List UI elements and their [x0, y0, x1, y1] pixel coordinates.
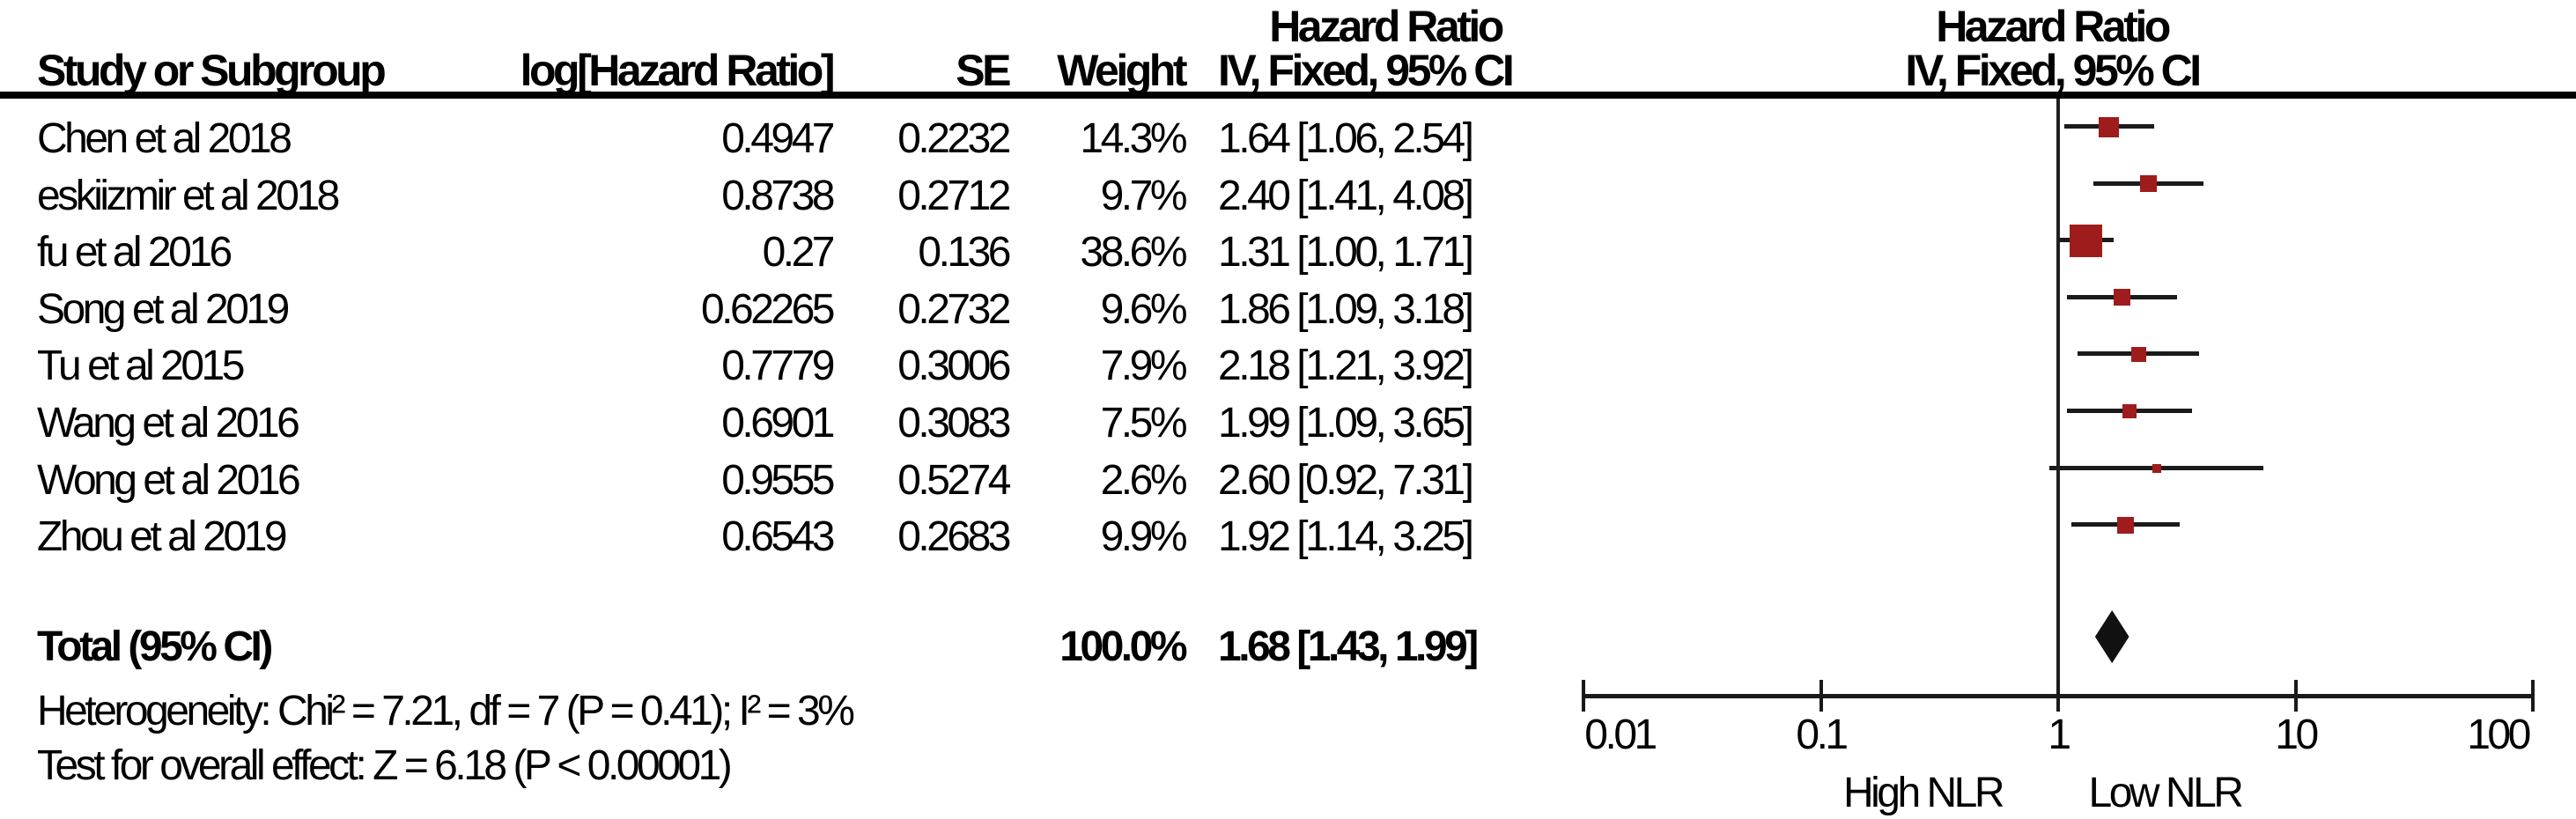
- se-value: 0.2683: [897, 513, 1011, 561]
- weight-value: 38.6%: [1080, 229, 1187, 277]
- overall-effect-text: Test for overall effect: Z = 6.18 (P < 0…: [37, 742, 733, 789]
- effect-marker: [2130, 346, 2146, 362]
- study-name: fu et al 2016: [37, 229, 233, 277]
- plot-column-title: Hazard Ratio: [1936, 2, 2171, 51]
- column-header-weight: Weight: [1057, 46, 1187, 95]
- log-hr-value: 0.27: [762, 229, 836, 277]
- log-hr-value: 0.62265: [700, 285, 836, 333]
- hr-ci-text: 2.60 [0.92, 7.31]: [1218, 456, 1474, 504]
- log-hr-value: 0.4947: [721, 115, 835, 162]
- weight-value: 9.9%: [1100, 513, 1188, 561]
- se-value: 0.2232: [897, 115, 1011, 162]
- hr-ci-text: 1.64 [1.06, 2.54]: [1218, 115, 1474, 162]
- study-row: Song et al 2019 0.62265 0.2732 9.6% 1.86 [1.…: [0, 284, 2576, 336]
- column-header-se: SE: [956, 46, 1011, 95]
- hr-ci-text: 1.31 [1.00, 1.71]: [1218, 229, 1474, 277]
- axis-tick: [1582, 680, 1585, 712]
- study-row: Tu et al 2015 0.7779 0.3006 7.9% 2.18 [1.21,…: [0, 341, 2576, 392]
- se-value: 0.2732: [897, 285, 1011, 333]
- axis-tick-label: 10: [2275, 712, 2319, 758]
- se-value: 0.3083: [897, 400, 1011, 446]
- axis-tick: [2293, 680, 2298, 712]
- axis-tick-label: 0.01: [1584, 712, 1657, 758]
- effect-marker: [2114, 289, 2131, 306]
- weight-value: 2.6%: [1100, 456, 1188, 504]
- study-row: Chen et al 2018 0.4947 0.2232 14.3% 1.64 [1.…: [0, 114, 2576, 165]
- log-hr-value: 0.8738: [721, 172, 835, 219]
- study-name: Chen et al 2018: [37, 115, 292, 162]
- weight-value: 14.3%: [1080, 115, 1187, 162]
- study-name: eskiizmir et al 2018: [37, 172, 340, 219]
- study-name: Tu et al 2015: [37, 343, 245, 390]
- stat-column-title: Hazard Ratio: [1269, 2, 1504, 51]
- hr-ci-text: 1.92 [1.14, 3.25]: [1218, 513, 1474, 561]
- axis-tick: [1819, 680, 1823, 712]
- total-ci-text: 1.68 [1.43, 1.99]: [1218, 623, 1479, 670]
- axis-tick: [2056, 680, 2060, 712]
- column-header-ci: IV, Fixed, 95% CI: [1218, 46, 1515, 95]
- axis-tick-label: 100: [2467, 712, 2531, 758]
- axis-tick-label: 0.1: [1796, 712, 1849, 758]
- effect-marker: [2099, 116, 2120, 137]
- effect-marker: [2122, 404, 2137, 418]
- hr-ci-text: 2.18 [1.21, 3.92]: [1218, 343, 1474, 390]
- axis-right-label: Low NLR: [2088, 770, 2244, 816]
- no-effect-line: [2056, 99, 2060, 698]
- se-value: 0.3006: [897, 343, 1011, 390]
- weight-value: 7.5%: [1100, 400, 1188, 446]
- hr-ci-text: 1.86 [1.09, 3.18]: [1218, 285, 1474, 333]
- header-rule: [0, 92, 2576, 99]
- log-hr-value: 0.9555: [721, 456, 835, 504]
- se-value: 0.136: [918, 229, 1011, 277]
- column-header-study: Study or Subgroup: [37, 46, 387, 95]
- hr-ci-text: 1.99 [1.09, 3.65]: [1218, 400, 1474, 446]
- weight-value: 9.7%: [1100, 172, 1188, 219]
- study-name: Wong et al 2016: [37, 456, 301, 504]
- effect-marker: [2070, 224, 2103, 257]
- column-header-plot-ci: IV, Fixed, 95% CI: [1905, 46, 2202, 95]
- se-value: 0.5274: [897, 456, 1011, 504]
- effect-marker: [2116, 516, 2134, 534]
- log-hr-value: 0.6543: [721, 513, 835, 561]
- effect-marker: [2139, 175, 2157, 193]
- study-row: Wong et al 2016 0.9555 0.5274 2.6% 2.60 [0.9…: [0, 455, 2576, 506]
- weight-value: 7.9%: [1100, 343, 1188, 390]
- total-weight: 100.0%: [1059, 623, 1187, 670]
- axis-left-label: High NLR: [1842, 770, 2005, 816]
- axis-tick-label: 1: [2048, 712, 2071, 758]
- study-name: Wang et al 2016: [37, 400, 300, 446]
- study-row: Zhou et al 2019 0.6543 0.2683 9.9% 1.92 [1.1…: [0, 512, 2576, 563]
- heterogeneity-text: Heterogeneity: Chi² = 7.21, df = 7 (P = …: [37, 688, 855, 734]
- study-name: Song et al 2019: [37, 285, 290, 333]
- study-row: fu et al 2016 0.27 0.136 38.6% 1.31 [1.00, 1…: [0, 227, 2576, 278]
- summary-diamond: [2094, 610, 2129, 663]
- weight-value: 9.6%: [1100, 285, 1188, 333]
- column-header-log-hr: log[Hazard Ratio]: [520, 46, 836, 95]
- log-hr-value: 0.7779: [721, 343, 835, 390]
- study-row: Wang et al 2016 0.6901 0.3083 7.5% 1.99 [1.0…: [0, 398, 2576, 449]
- log-hr-value: 0.6901: [721, 400, 835, 446]
- study-row: eskiizmir et al 2018 0.8738 0.2712 9.7% 2.40…: [0, 171, 2576, 222]
- axis-tick: [2531, 680, 2535, 712]
- effect-marker: [2152, 463, 2161, 473]
- se-value: 0.2712: [897, 172, 1011, 219]
- total-label: Total (95% CI): [37, 623, 273, 670]
- study-name: Zhou et al 2019: [37, 513, 288, 561]
- hr-ci-text: 2.40 [1.41, 4.08]: [1218, 172, 1474, 219]
